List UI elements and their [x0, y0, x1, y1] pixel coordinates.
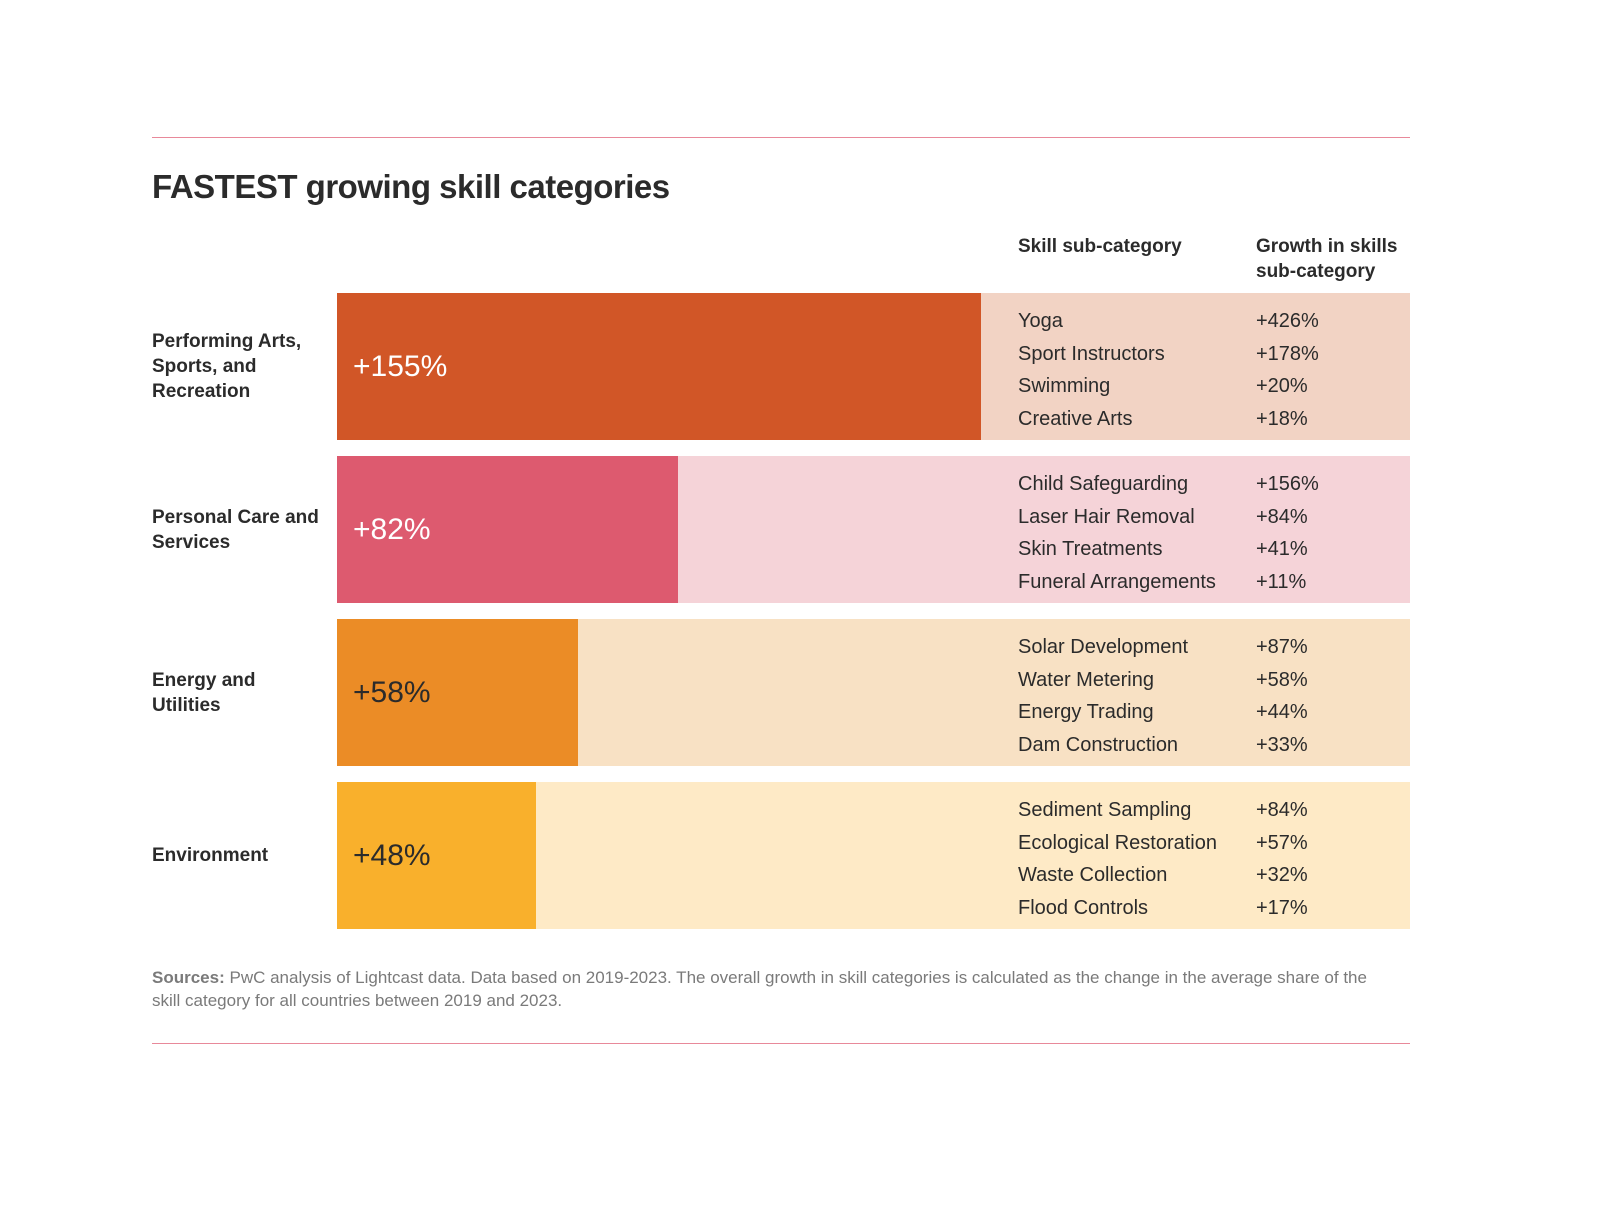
- subcategory-growth: +32%: [1256, 864, 1308, 886]
- value-label: +58%: [353, 676, 431, 709]
- subcategory-name: Water Metering: [1018, 668, 1154, 691]
- subcategory-growth: +44%: [1256, 701, 1308, 723]
- subcategory-growth: +84%: [1256, 799, 1308, 821]
- bar: [337, 619, 578, 766]
- subcategory-name: Energy Trading: [1018, 701, 1154, 723]
- top-rule: [152, 137, 1410, 138]
- table-header: Skill sub-category: [1018, 236, 1182, 257]
- subcategory-growth: +33%: [1256, 733, 1308, 756]
- subcategory-name: Ecological Restoration: [1018, 831, 1217, 854]
- subcategory-name: Waste Collection: [1018, 864, 1168, 886]
- value-label: +48%: [353, 839, 431, 872]
- subcategory-growth: +41%: [1256, 538, 1308, 560]
- subcategory-name: Child Safeguarding: [1018, 473, 1189, 495]
- subcategory-name: Creative Arts: [1018, 407, 1133, 430]
- subcategory-name: Laser Hair Removal: [1018, 505, 1195, 528]
- category-label: Personal Care and Services: [152, 506, 319, 553]
- category-label: Energy and Utilities: [152, 669, 256, 716]
- category-label: Environment: [152, 845, 269, 866]
- subcategory-growth: +58%: [1256, 668, 1308, 691]
- subcategory-name: Yoga: [1018, 310, 1063, 332]
- bar: [337, 782, 537, 929]
- subcategory-growth: +57%: [1256, 831, 1308, 854]
- subcategory-growth: +84%: [1256, 505, 1308, 528]
- bottom-rule: [152, 1043, 1410, 1044]
- subcategory-growth: +87%: [1256, 636, 1308, 658]
- bar: [337, 293, 981, 440]
- source-label: Sources:: [152, 968, 225, 987]
- subcategory-name: Dam Construction: [1018, 733, 1179, 756]
- subcategory-name: Skin Treatments: [1018, 538, 1163, 560]
- subcategory-name: Sport Instructors: [1018, 342, 1165, 365]
- subcategory-growth: +17%: [1256, 896, 1308, 919]
- subcategory-name: Sediment Sampling: [1018, 799, 1192, 821]
- subcategory-growth: +426%: [1256, 310, 1319, 332]
- value-label: +82%: [353, 513, 431, 546]
- subcategory-growth: +11%: [1256, 570, 1307, 593]
- subcategory-growth: +178%: [1256, 342, 1319, 365]
- subcategory-name: Funeral Arrangements: [1018, 570, 1216, 593]
- value-label: +155%: [353, 350, 448, 383]
- subcategory-name: Swimming: [1018, 375, 1111, 397]
- category-label: Performing Arts, Sports, and Recreation: [152, 331, 302, 402]
- subcategory-growth: +18%: [1256, 407, 1308, 430]
- table-header: Growth in skills sub-category: [1256, 236, 1398, 282]
- chart-title: FASTEST growing skill categories: [152, 168, 670, 205]
- subcategory-growth: +156%: [1256, 473, 1319, 495]
- bar: [337, 456, 678, 603]
- subcategory-name: Solar Development: [1018, 636, 1189, 658]
- subcategory-growth: +20%: [1256, 375, 1308, 397]
- source-text: PwC analysis of Lightcast data. Data bas…: [152, 968, 1367, 1010]
- source-note: Sources: PwC analysis of Lightcast data.…: [152, 966, 1392, 1012]
- subcategory-name: Flood Controls: [1018, 896, 1149, 919]
